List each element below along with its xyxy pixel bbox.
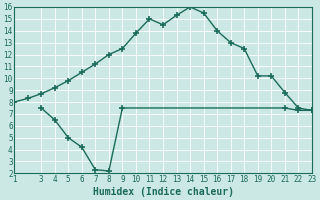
X-axis label: Humidex (Indice chaleur): Humidex (Indice chaleur)	[92, 186, 234, 197]
